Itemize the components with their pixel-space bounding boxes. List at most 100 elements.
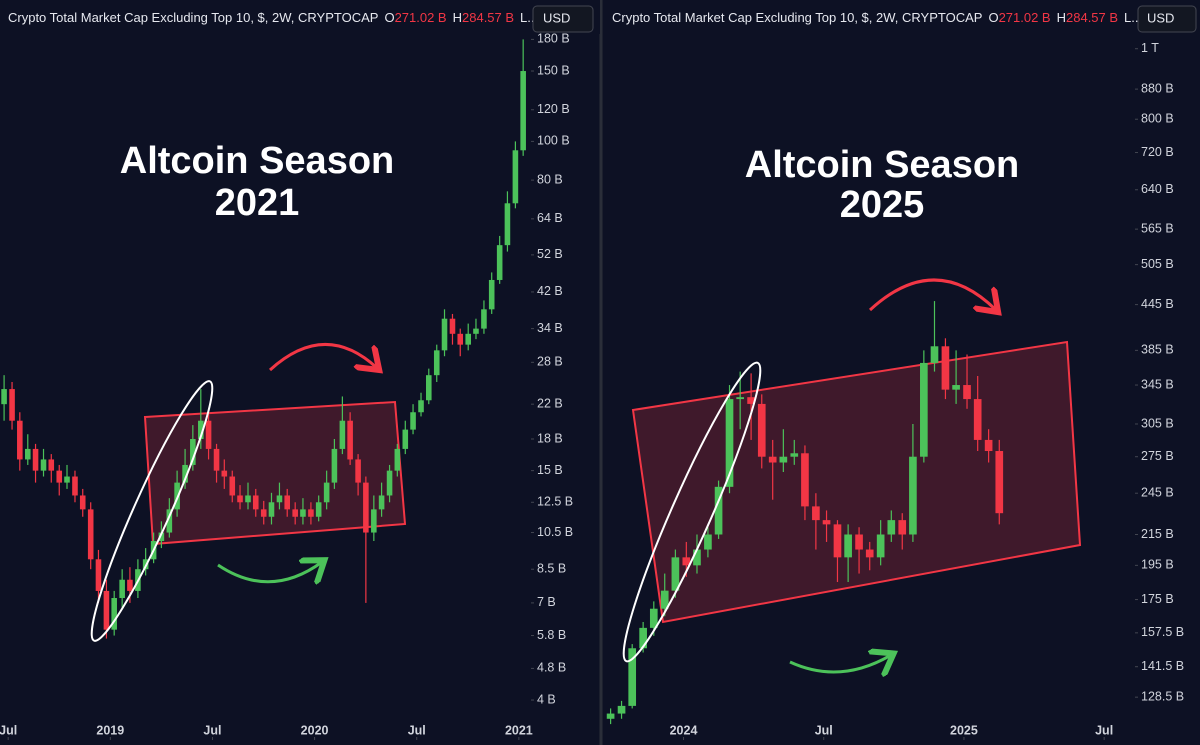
- candle-body: [876, 534, 885, 558]
- candle-body: [865, 549, 874, 558]
- x-tick-label: 2025: [950, 723, 978, 737]
- y-tick-label: 345 B: [1141, 377, 1174, 391]
- candle-body: [779, 456, 788, 463]
- candle-body: [95, 559, 102, 591]
- y-tick-label: 120 B: [537, 102, 570, 116]
- candle-body: [909, 456, 917, 535]
- candle-body: [425, 375, 432, 401]
- candle-body: [418, 400, 424, 413]
- candle-body: [276, 495, 283, 503]
- candle-body: [920, 362, 928, 457]
- candle-body: [952, 385, 960, 390]
- y-tick-label: 52 B: [537, 247, 563, 261]
- y-tick-label: 800 B: [1141, 112, 1174, 126]
- candle-body: [714, 486, 723, 535]
- x-tick-label: Jul: [815, 723, 833, 737]
- candle-body: [24, 448, 31, 460]
- candle-body: [995, 451, 1004, 514]
- candle-body: [457, 333, 464, 345]
- candle-body: [323, 482, 330, 503]
- candle-body: [822, 520, 831, 525]
- candle-body: [747, 397, 755, 404]
- candle-body: [166, 509, 173, 533]
- y-tick-label: 22 B: [537, 396, 563, 410]
- candle-body: [245, 495, 251, 503]
- candle-body: [56, 470, 63, 483]
- y-tick-label: 157.5 B: [1141, 625, 1184, 639]
- y-tick-label: 245 B: [1141, 486, 1174, 500]
- candle-body: [32, 448, 39, 471]
- x-tick-label: 2019: [96, 723, 124, 737]
- open-value: 271.02 B: [999, 10, 1051, 25]
- currency[interactable]: USD: [1147, 10, 1174, 25]
- x-tick-label: 2021: [505, 723, 533, 737]
- currency[interactable]: USD: [543, 10, 570, 25]
- y-tick-label: 275 B: [1141, 449, 1174, 463]
- candle-body: [887, 520, 896, 535]
- candle-body: [190, 438, 196, 465]
- candle-body: [17, 420, 23, 460]
- y-tick-label: 100 B: [537, 134, 570, 148]
- annotation: 2025: [840, 184, 925, 226]
- candles-left: [1, 39, 526, 639]
- x-tick-label: Jul: [408, 723, 426, 737]
- candle-body: [649, 608, 658, 628]
- candle-body: [111, 598, 117, 630]
- highlight-ellipse: [622, 361, 762, 663]
- candle-body: [704, 534, 712, 550]
- high-label: H: [453, 10, 462, 25]
- high-label: H: [1057, 10, 1066, 25]
- y-tick-label: 385 B: [1141, 343, 1174, 357]
- candle-body: [229, 476, 236, 496]
- y-tick-label: 18 B: [537, 431, 563, 445]
- y-tick-label: 5.8 B: [537, 628, 566, 642]
- x-tick-label: Jul: [0, 723, 17, 737]
- candle-body: [331, 448, 338, 483]
- currency-box[interactable]: [532, 5, 594, 33]
- candle-body: [682, 557, 691, 566]
- candle-body: [386, 470, 393, 496]
- candle-body: [898, 520, 907, 535]
- high-value: 284.57 B: [462, 10, 514, 25]
- header-bg: [0, 0, 600, 34]
- candle-body: [449, 318, 456, 334]
- candle-body: [198, 420, 204, 439]
- candle-body: [488, 279, 495, 310]
- candle-body: [103, 590, 110, 630]
- x-tick-label: 2024: [670, 723, 698, 737]
- arrow: [868, 278, 996, 310]
- y-tick-label: 12.5 B: [537, 495, 573, 509]
- y-tick-label: 180 B: [537, 32, 570, 46]
- candle-body: [693, 549, 701, 566]
- arrow: [268, 343, 377, 370]
- header: Crypto Total Market Cap Excluding Top 10…: [8, 10, 538, 25]
- currency-button[interactable]: USD: [532, 5, 594, 33]
- candle-body: [855, 534, 863, 550]
- candle-body: [40, 459, 47, 471]
- currency-button[interactable]: USD: [1137, 5, 1197, 33]
- candle-body: [812, 506, 820, 521]
- candle-body: [355, 459, 361, 483]
- header: Crypto Total Market Cap Excluding Top 10…: [612, 10, 1142, 25]
- candle-body: [930, 346, 939, 363]
- annotation: 2021: [215, 182, 300, 224]
- y-tick-label: 80 B: [537, 172, 563, 186]
- highlight-ellipse: [90, 380, 214, 642]
- y-tick-label: 64 B: [537, 211, 563, 225]
- y-tick-label: 4.8 B: [537, 661, 566, 675]
- candle-body: [378, 495, 385, 510]
- candle-body: [671, 557, 680, 591]
- candle-body: [371, 509, 377, 533]
- candle-body: [72, 476, 78, 496]
- y-tick-label: 175 B: [1141, 592, 1174, 606]
- candle-body: [205, 420, 212, 449]
- candle-body: [221, 470, 228, 477]
- candle-body: [1, 389, 7, 405]
- high-value: 284.57 B: [1066, 10, 1118, 25]
- candle-body: [617, 705, 626, 714]
- candle-body: [606, 713, 615, 719]
- candle-body: [315, 502, 322, 517]
- candle-body: [347, 420, 353, 460]
- currency-box[interactable]: [1137, 5, 1197, 33]
- candle-body: [237, 495, 243, 503]
